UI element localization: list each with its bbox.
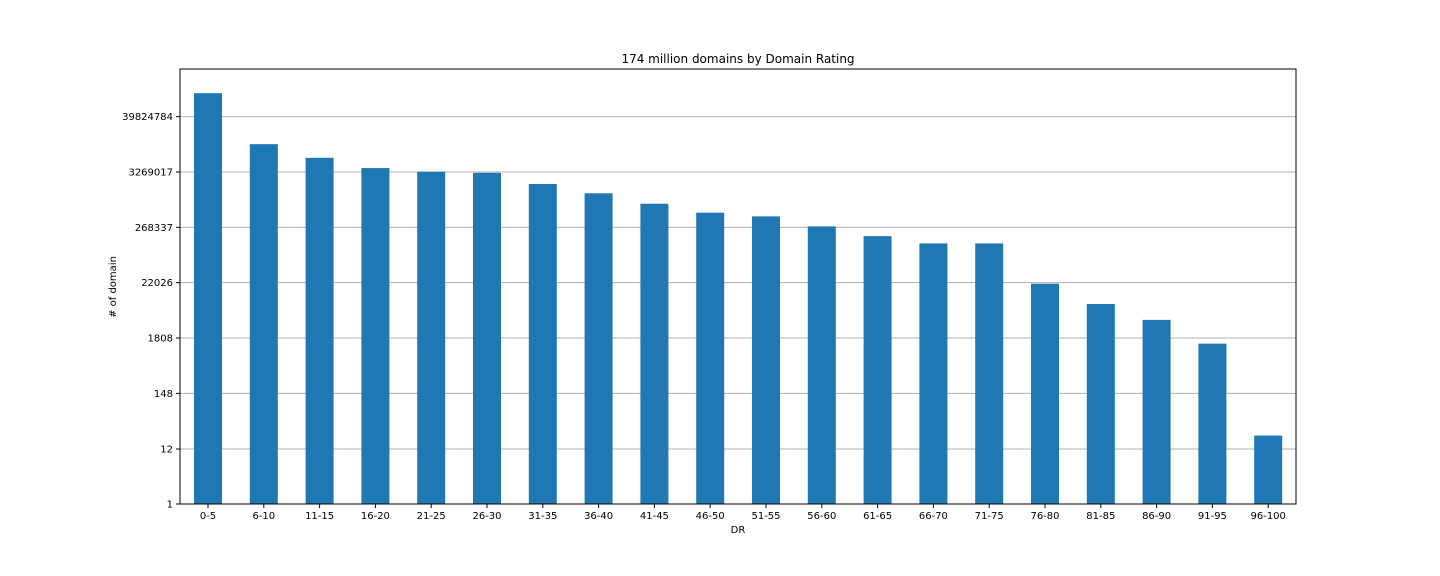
bar-76-80 (1031, 283, 1059, 504)
x-tick-label: 51-55 (751, 511, 780, 522)
bar-16-20 (361, 168, 390, 504)
bar-51-55 (752, 216, 780, 504)
chart-title: 174 million domains by Domain Rating (621, 52, 854, 66)
x-tick-label: 81-85 (1086, 511, 1115, 522)
y-tick-label: 12 (160, 445, 173, 456)
bar-81-85 (1086, 304, 1115, 504)
x-tick-label: 36-40 (584, 511, 613, 522)
x-tick-label: 21-25 (417, 511, 446, 522)
x-tick-label: 11-15 (305, 511, 334, 522)
bar-86-90 (1142, 319, 1171, 504)
x-tick-label: 26-30 (472, 511, 501, 522)
bar-66-70 (919, 243, 948, 504)
bar-0-5 (194, 93, 222, 504)
bar-41-45 (640, 203, 669, 504)
plot-frame (179, 68, 1297, 505)
x-tick-label: 41-45 (640, 511, 669, 522)
y-tick-label: 268337 (135, 223, 173, 234)
y-axis-label: # of domain (108, 256, 119, 318)
bar-11-15 (305, 157, 334, 504)
x-tick-label: 71-75 (975, 511, 1004, 522)
x-tick-label: 56-60 (807, 511, 836, 522)
y-tick-label: 148 (154, 389, 173, 400)
bar-71-75 (975, 243, 1004, 504)
y-tick-label: 39824784 (122, 112, 173, 123)
x-tick-label: 66-70 (919, 511, 948, 522)
x-tick-label: 86-90 (1142, 511, 1171, 522)
bar-46-50 (696, 212, 725, 504)
bar-56-60 (807, 226, 836, 504)
bar-36-40 (584, 193, 613, 504)
y-tick-label: 1808 (148, 333, 173, 344)
gridlines (180, 116, 1296, 505)
bar-21-25 (417, 171, 446, 504)
bar-96-100 (1254, 435, 1283, 504)
x-tick-label: 31-35 (528, 511, 557, 522)
bar-6-10 (249, 144, 278, 505)
x-tick-label: 6-10 (252, 511, 275, 522)
x-axis-label: DR (731, 525, 746, 536)
x-tick-label: 46-50 (696, 511, 725, 522)
x-tick-label: 96-100 (1250, 511, 1285, 522)
bars (194, 93, 1283, 505)
bar-91-95 (1198, 343, 1227, 504)
x-tick-label: 16-20 (361, 511, 390, 522)
y-axis-ticks: 1 12 148 1808 22026 268337 3269017 39824784 (122, 112, 180, 511)
x-tick-label: 76-80 (1030, 511, 1059, 522)
x-axis-ticks: 0-5 6-10 11-15 16-20 21-25 26-30 31-35 36-40 41-… (200, 504, 1286, 522)
bar-31-35 (528, 184, 557, 504)
y-tick-label: 3269017 (128, 167, 173, 178)
x-tick-label: 0-5 (200, 511, 216, 522)
bar-61-65 (863, 236, 892, 504)
y-tick-label: 1 (167, 500, 173, 511)
bar-26-30 (473, 172, 501, 504)
x-tick-label: 91-95 (1198, 511, 1227, 522)
y-tick-label: 22026 (141, 278, 173, 289)
x-tick-label: 61-65 (863, 511, 892, 522)
